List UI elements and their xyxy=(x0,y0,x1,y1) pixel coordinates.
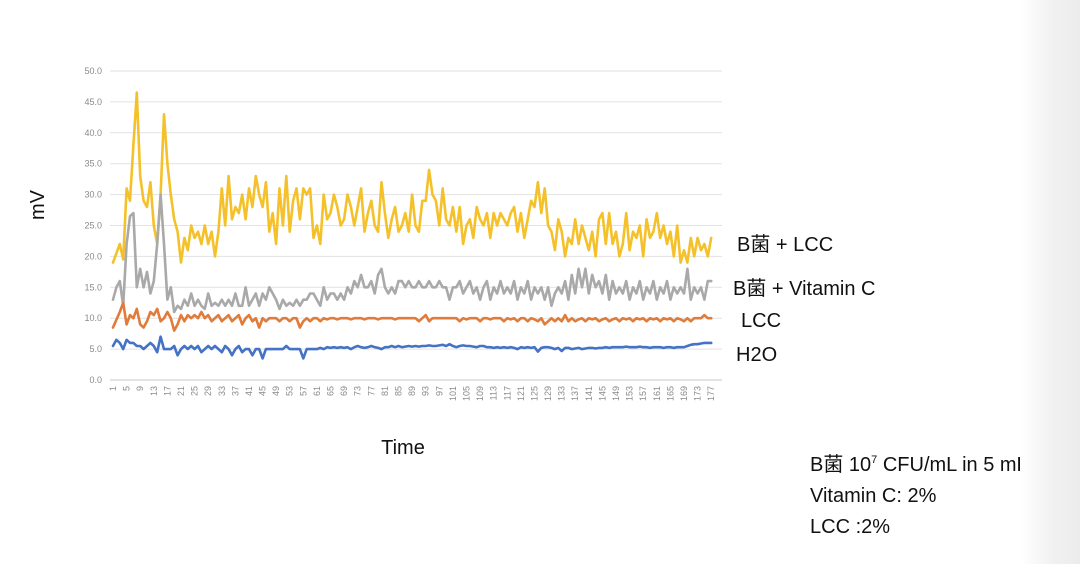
note-bacteria-concentration: B菌 107 CFU/mL in 5 mL xyxy=(810,454,1028,476)
series-label-3: H2O xyxy=(736,344,777,366)
x-tick-label: 41 xyxy=(244,386,254,396)
x-tick-label: 65 xyxy=(326,386,336,396)
x-tick-label: 37 xyxy=(230,386,240,396)
y-tick-label: 20.0 xyxy=(84,251,102,261)
x-tick-label: 161 xyxy=(652,386,662,401)
y-tick-label: 15.0 xyxy=(84,282,102,292)
y-tick-label: 5.0 xyxy=(89,344,102,354)
x-tick-labels: 1 5 9 13 17 21 25 29 33 37 41 45 49 53 57 61 65 69 73 77 81 8… xyxy=(108,386,716,401)
x-tick-label: 117 xyxy=(502,386,512,400)
x-tick-label: 137 xyxy=(570,386,580,401)
series-labels: B菌 + LCC B菌 + Vitamin C LCC H2O xyxy=(733,233,875,366)
x-tick-label: 61 xyxy=(312,386,322,396)
x-tick-label: 21 xyxy=(176,386,186,396)
x-tick-label: 169 xyxy=(679,386,689,401)
x-tick-label: 133 xyxy=(557,386,567,401)
y-tick-label: 50.0 xyxy=(84,66,102,76)
x-tick-label: 69 xyxy=(339,386,349,396)
series-label-1: B菌 + Vitamin C xyxy=(733,277,875,300)
series-line-2 xyxy=(111,301,713,332)
x-tick-label: 141 xyxy=(584,386,594,401)
x-tick-label: 25 xyxy=(190,386,200,396)
y-tick-label: 0.0 xyxy=(89,375,102,385)
x-tick-label: 49 xyxy=(271,386,281,396)
x-tick-label: 177 xyxy=(706,386,716,401)
x-tick-label: 89 xyxy=(407,386,417,396)
y-tick-label: 45.0 xyxy=(84,97,102,107)
y-tick-label: 30.0 xyxy=(84,190,102,200)
x-tick-label: 33 xyxy=(217,386,227,396)
x-tick-label: 29 xyxy=(203,386,213,396)
x-tick-label: 57 xyxy=(298,386,308,396)
note-bacteria-prefix: B菌 10 xyxy=(810,454,872,476)
x-tick-label: 173 xyxy=(693,386,703,401)
y-tick-label: 10.0 xyxy=(84,313,102,323)
y-axis-title: mV xyxy=(27,189,49,220)
x-tick-label: 1 xyxy=(108,386,118,391)
x-tick-label: 53 xyxy=(285,386,295,396)
note-exponent: 7 xyxy=(871,454,878,466)
x-axis-title: Time xyxy=(381,437,425,459)
x-tick-label: 17 xyxy=(162,386,172,396)
x-tick-label: 73 xyxy=(353,386,363,396)
x-tick-label: 45 xyxy=(258,386,268,396)
x-tick-label: 149 xyxy=(611,386,621,401)
note-lcc: LCC :2% xyxy=(810,516,891,538)
right-edge-shade xyxy=(1020,0,1080,564)
series-lines xyxy=(111,91,713,360)
x-tick-label: 165 xyxy=(665,386,675,401)
series-label-0: B菌 + LCC xyxy=(737,233,833,256)
x-tick-label: 125 xyxy=(529,386,539,401)
x-tick-label: 145 xyxy=(597,386,607,401)
note-vitamin-c: Vitamin C: 2% xyxy=(810,485,937,507)
x-tick-label: 93 xyxy=(421,386,431,396)
series-line-3 xyxy=(111,335,713,360)
series-label-2: LCC xyxy=(741,310,781,332)
y-tick-label: 25.0 xyxy=(84,221,102,231)
x-tick-label: 5 xyxy=(122,386,132,391)
x-tick-label: 81 xyxy=(380,386,390,396)
y-tick-label: 35.0 xyxy=(84,159,102,169)
x-tick-label: 77 xyxy=(366,386,376,396)
x-tick-label: 101 xyxy=(448,386,458,401)
x-tick-label: 97 xyxy=(434,386,444,396)
x-tick-label: 109 xyxy=(475,386,485,401)
series-line-0 xyxy=(111,91,713,264)
y-tick-labels: 0.0 5.0 10.0 15.0 20.0 25.0 30.0 35.0 40.0 45.0 50… xyxy=(84,66,102,385)
x-tick-label: 9 xyxy=(135,386,145,391)
note-bacteria-suffix: CFU/mL in 5 mL xyxy=(877,454,1028,476)
x-tick-label: 85 xyxy=(394,386,404,396)
x-tick-label: 129 xyxy=(543,386,553,401)
y-tick-label: 40.0 xyxy=(84,128,102,138)
series-line-1 xyxy=(111,193,713,314)
x-tick-label: 13 xyxy=(149,386,159,396)
x-tick-label: 121 xyxy=(516,386,526,401)
x-tick-label: 105 xyxy=(461,386,471,401)
x-tick-label: 113 xyxy=(489,386,499,400)
x-tick-label: 157 xyxy=(638,386,648,401)
x-tick-label: 153 xyxy=(625,386,635,401)
